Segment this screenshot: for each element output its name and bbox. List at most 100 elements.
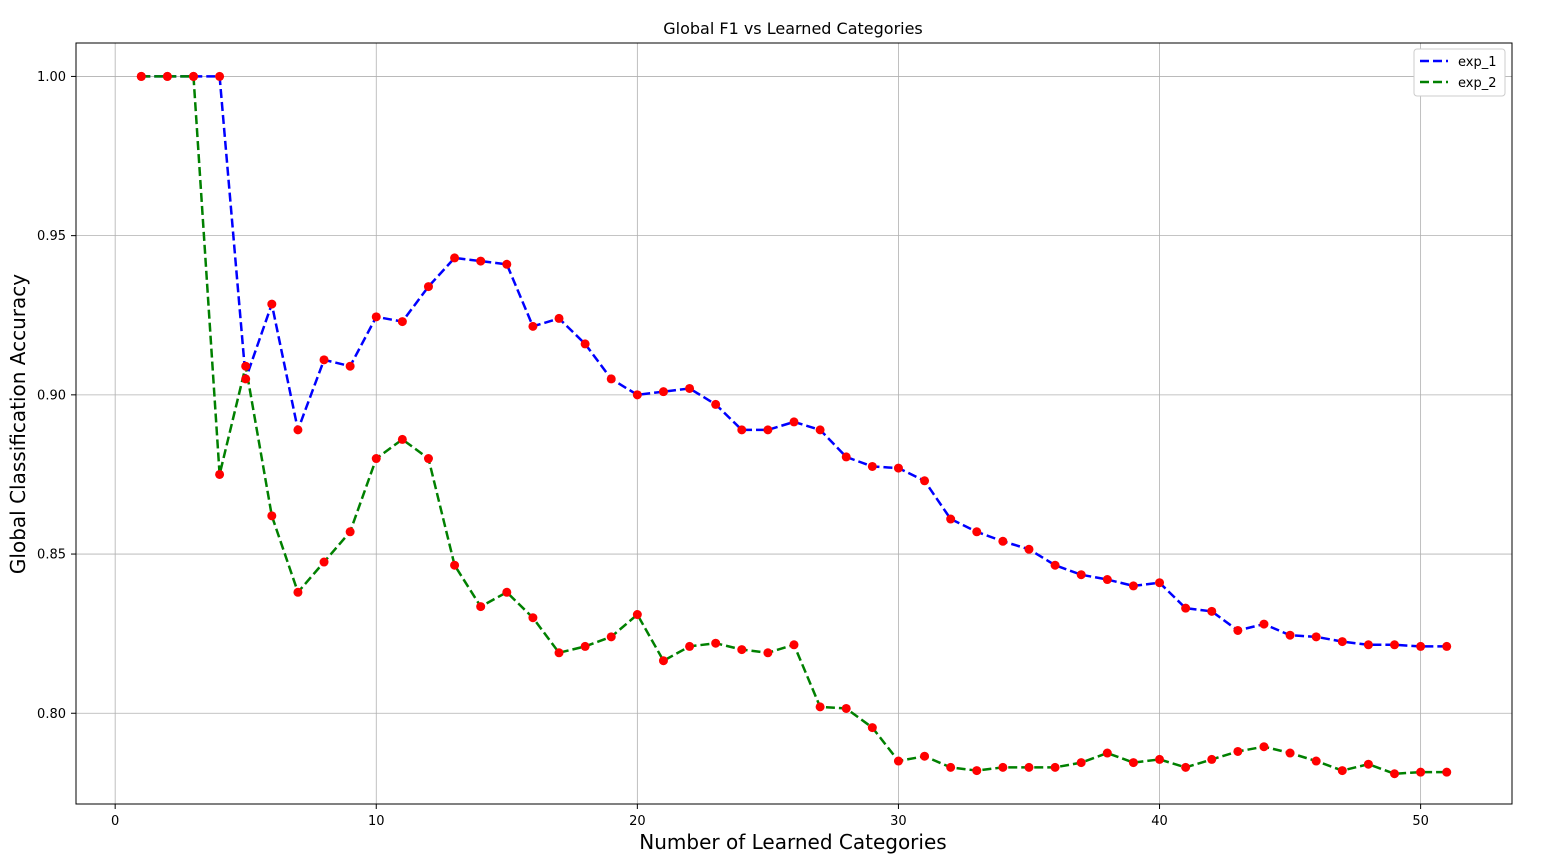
data-point-exp_1: [606, 374, 616, 384]
data-point-exp_1: [215, 71, 225, 81]
data-point-exp_1: [1442, 641, 1452, 651]
data-point-exp_1: [893, 463, 903, 473]
markers-layer: [136, 71, 1452, 779]
data-point-exp_2: [136, 71, 146, 81]
data-point-exp_1: [1076, 570, 1086, 580]
y-tick-label: 0.90: [37, 388, 66, 403]
data-point-exp_1: [1024, 544, 1034, 554]
data-point-exp_2: [1337, 766, 1347, 776]
data-point-exp_2: [267, 511, 277, 521]
data-point-exp_1: [397, 317, 407, 327]
data-point-exp_2: [1181, 762, 1191, 772]
data-point-exp_2: [1102, 748, 1112, 758]
data-point-exp_1: [241, 374, 251, 384]
data-point-exp_2: [371, 454, 381, 464]
data-point-exp_2: [423, 454, 433, 464]
data-point-exp_1: [1128, 581, 1138, 591]
data-point-exp_1: [1337, 637, 1347, 647]
data-point-exp_2: [1076, 758, 1086, 768]
data-point-exp_2: [1390, 769, 1400, 779]
data-point-exp_1: [1233, 625, 1243, 635]
data-point-exp_1: [972, 527, 982, 537]
data-point-exp_1: [685, 383, 695, 393]
y-tick-label: 1.00: [37, 70, 66, 85]
plot-frame: [75, 42, 1513, 805]
data-point-exp_1: [1102, 575, 1112, 585]
data-point-exp_1: [1155, 578, 1165, 588]
data-point-exp_2: [737, 645, 747, 655]
data-point-exp_1: [1050, 560, 1060, 570]
data-point-exp_2: [972, 766, 982, 776]
x-tick-label: 20: [629, 814, 646, 829]
x-axis-label: Number of Learned Categories: [639, 830, 946, 854]
y-tick-label: 0.80: [37, 707, 66, 722]
data-point-exp_1: [632, 390, 642, 400]
data-point-exp_1: [528, 321, 538, 331]
data-point-exp_1: [371, 312, 381, 322]
y-axis: 0.80 0.85 0.90 0.95 1.00: [37, 70, 76, 722]
data-point-exp_1: [946, 514, 956, 524]
data-point-exp_2: [528, 613, 538, 623]
legend: exp_1 exp_2: [1413, 48, 1506, 97]
y-axis-label: Global Classification Accuracy: [6, 274, 30, 574]
y-tick-label: 0.95: [37, 229, 66, 244]
legend-label-exp_1: exp_1: [1458, 55, 1497, 70]
data-point-exp_2: [893, 756, 903, 766]
data-point-exp_2: [632, 610, 642, 620]
data-point-exp_2: [293, 587, 303, 597]
data-point-exp_1: [267, 299, 277, 309]
x-tick-label: 0: [111, 814, 119, 829]
data-point-exp_2: [502, 587, 512, 597]
data-point-exp_2: [345, 527, 355, 537]
data-point-exp_2: [685, 641, 695, 651]
data-point-exp_1: [998, 536, 1008, 546]
data-point-exp_2: [241, 361, 251, 371]
data-point-exp_1: [502, 259, 512, 269]
data-point-exp_1: [423, 282, 433, 292]
data-point-exp_1: [711, 399, 721, 409]
data-point-exp_2: [658, 656, 668, 666]
data-point-exp_1: [1285, 630, 1295, 640]
data-point-exp_2: [711, 638, 721, 648]
data-point-exp_2: [1311, 756, 1321, 766]
data-point-exp_2: [215, 469, 225, 479]
data-point-exp_2: [789, 640, 799, 650]
data-point-exp_1: [319, 355, 329, 365]
data-point-exp_1: [737, 425, 747, 435]
data-point-exp_2: [1207, 754, 1217, 764]
data-point-exp_2: [606, 632, 616, 642]
data-point-exp_1: [345, 361, 355, 371]
data-point-exp_1: [580, 339, 590, 349]
data-point-exp_2: [476, 602, 486, 612]
data-point-exp_2: [1050, 762, 1060, 772]
data-point-exp_1: [763, 425, 773, 435]
data-point-exp_2: [1155, 754, 1165, 764]
data-point-exp_2: [319, 557, 329, 567]
data-point-exp_1: [815, 425, 825, 435]
legend-label-exp_2: exp_2: [1458, 76, 1497, 91]
data-point-exp_2: [1128, 758, 1138, 768]
data-point-exp_1: [789, 417, 799, 427]
data-point-exp_1: [658, 387, 668, 397]
data-point-exp_2: [554, 648, 564, 658]
data-point-exp_1: [450, 253, 460, 263]
data-point-exp_2: [580, 641, 590, 651]
data-point-exp_2: [450, 560, 460, 570]
data-point-exp_2: [188, 71, 198, 81]
data-point-exp_2: [841, 703, 851, 713]
data-point-exp_2: [1233, 746, 1243, 756]
grid: [76, 43, 1512, 804]
data-point-exp_2: [1285, 748, 1295, 758]
data-point-exp_1: [920, 476, 930, 486]
data-point-exp_2: [162, 71, 172, 81]
data-point-exp_1: [1259, 619, 1269, 629]
data-point-exp_2: [920, 751, 930, 761]
x-tick-label: 30: [890, 814, 907, 829]
data-point-exp_2: [1024, 762, 1034, 772]
data-point-exp_2: [397, 434, 407, 444]
data-point-exp_2: [998, 762, 1008, 772]
data-point-exp_1: [1311, 632, 1321, 642]
data-point-exp_1: [841, 452, 851, 462]
data-point-exp_1: [1207, 606, 1217, 616]
